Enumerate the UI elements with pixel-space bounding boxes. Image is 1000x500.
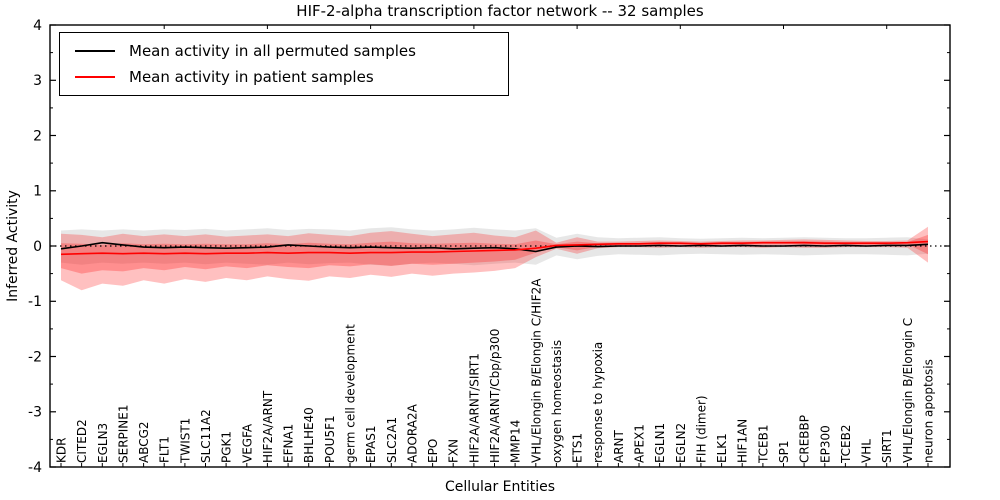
x-tick-label: EGLN3 xyxy=(96,423,110,463)
x-tick-label: ARNT xyxy=(612,429,626,463)
x-tick-label: CITED2 xyxy=(75,419,89,463)
x-axis-label: Cellular Entities xyxy=(444,479,556,495)
x-tick-label: KDR xyxy=(55,438,69,463)
y-tick-label: -1 xyxy=(28,294,42,310)
x-tick-label: FXN xyxy=(447,439,461,463)
x-tick-label: SIRT1 xyxy=(880,429,894,463)
x-tick-label: EP300 xyxy=(818,425,832,463)
x-tick-label: TCEB1 xyxy=(756,425,770,464)
x-tick-label: FIH (dimer) xyxy=(694,395,708,463)
patient-sample-range-inner-band xyxy=(61,234,928,274)
x-tick-label: ADORA2A xyxy=(405,403,419,463)
x-tick-label: TWIST1 xyxy=(178,418,192,464)
legend-entry-patient: Mean activity in patient samples xyxy=(60,68,508,86)
legend: Mean activity in all permuted samples Me… xyxy=(59,32,509,96)
x-tick-label: response to hypoxia xyxy=(591,342,605,463)
x-tick-label: HIF2A/ARNT xyxy=(261,390,275,463)
permuted-sample-range-band xyxy=(61,227,928,266)
x-tick-label: EFNA1 xyxy=(282,424,296,463)
permuted-line-sample xyxy=(75,49,115,52)
permuted-mean-line xyxy=(60,241,929,253)
patient-sample-range-outer-band xyxy=(61,226,928,291)
x-tick-label: SP1 xyxy=(777,441,791,464)
x-tick-label: HIF2A/ARNT/SIRT1 xyxy=(467,353,481,463)
x-tick-label: SLC11A2 xyxy=(199,409,213,463)
y-tick-label: 3 xyxy=(33,73,42,89)
x-tick-label: POU5F1 xyxy=(323,415,337,463)
y-tick-label: 0 xyxy=(33,239,42,255)
legend-label-permuted: Mean activity in all permuted samples xyxy=(129,41,416,60)
x-tick-label: VHL xyxy=(860,439,874,463)
x-tick-label: MMP14 xyxy=(509,420,523,463)
legend-entry-permuted: Mean activity in all permuted samples xyxy=(60,42,508,60)
x-tick-label: EPAS1 xyxy=(364,425,378,463)
x-tick-label: oxygen homeostasis xyxy=(550,340,564,463)
x-tick-label: EGLN1 xyxy=(653,423,667,463)
x-tick-label: HIF1AN xyxy=(736,419,750,463)
x-tick-label: ELK1 xyxy=(715,433,729,463)
x-tick-label: FLT1 xyxy=(158,436,172,463)
x-tick-label: VHL/Elongin B/Elongin C/HIF2A xyxy=(529,278,543,463)
x-tick-label: germ cell development xyxy=(344,324,358,463)
x-tick-label: ETS1 xyxy=(571,433,585,463)
x-tick-label: EGLN2 xyxy=(674,423,688,463)
patient-mean-line xyxy=(60,240,929,256)
legend-label-patient: Mean activity in patient samples xyxy=(129,68,374,87)
y-tick-label: 1 xyxy=(33,184,42,200)
y-tick-label: -2 xyxy=(28,349,42,365)
y-tick-label: 4 xyxy=(33,18,42,34)
x-tick-label: VHL/Elongin B/Elongin C xyxy=(901,318,915,463)
x-tick-label: SLC2A1 xyxy=(385,417,399,463)
y-tick-label: -4 xyxy=(28,460,42,476)
x-tick-label: ABCG2 xyxy=(137,421,151,463)
chart-title: HIF-2-alpha transcription factor network… xyxy=(296,2,704,20)
x-tick-label: neuron apoptosis xyxy=(922,359,936,463)
y-axis-label: Inferred Activity xyxy=(5,190,21,302)
plot-frame xyxy=(49,24,951,468)
x-tick-label: HIF2A/ARNT/Cbp/p300 xyxy=(488,329,502,463)
x-tick-label: CREBBP xyxy=(798,415,812,463)
x-tick-label: SERPINE1 xyxy=(116,404,130,463)
x-tick-label: APEX1 xyxy=(633,424,647,463)
x-tick-label: EPO xyxy=(426,439,440,463)
x-tick-label: VEGFA xyxy=(240,423,254,463)
x-tick-label: BHLHE40 xyxy=(302,407,316,463)
y-tick-label: 2 xyxy=(33,128,42,144)
x-tick-label: TCEB2 xyxy=(839,425,853,464)
y-tick-label: -3 xyxy=(28,405,42,421)
patient-line-sample xyxy=(75,76,115,79)
x-tick-label: PGK1 xyxy=(220,431,234,463)
